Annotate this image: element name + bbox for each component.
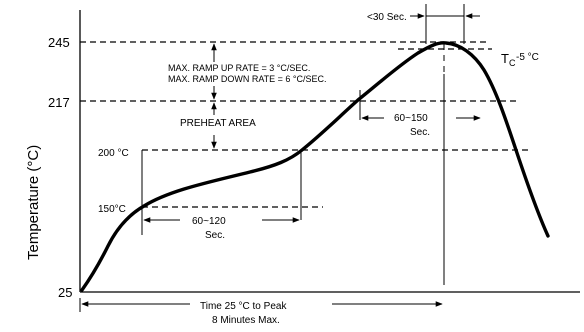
temperature-profile-curve xyxy=(80,41,550,292)
label-time-max: 8 Minutes Max. xyxy=(212,315,280,326)
preheat-label: PREHEAT AREA xyxy=(180,118,256,129)
label-30s: <30 Sec. xyxy=(367,12,407,23)
y-tick-label: 217 xyxy=(48,95,70,110)
y-tick-label: 245 xyxy=(48,35,70,50)
label-60-120: 60~120 xyxy=(192,216,226,227)
label-time: Time 25 °C to Peak xyxy=(200,301,287,312)
ramp-down-label: MAX. RAMP DOWN RATE = 6 °C/SEC. xyxy=(168,74,327,84)
label-60-150: 60~150 xyxy=(394,113,428,124)
label-tc-sub: C xyxy=(509,58,516,68)
label-60-150-sec: Sec. xyxy=(410,127,430,138)
label-60-120-sec: Sec. xyxy=(205,230,225,241)
label-tc-rest: -5 °C xyxy=(516,52,539,63)
label-150c: 150°C xyxy=(98,204,126,215)
ramp-up-label: MAX. RAMP UP RATE = 3 °C/SEC. xyxy=(168,63,310,73)
label-tc: T xyxy=(501,51,509,66)
y-axis-label: Temperature (°C) xyxy=(25,145,42,260)
y-tick-label: 25 xyxy=(58,285,72,300)
label-200c: 200 °C xyxy=(98,148,129,159)
